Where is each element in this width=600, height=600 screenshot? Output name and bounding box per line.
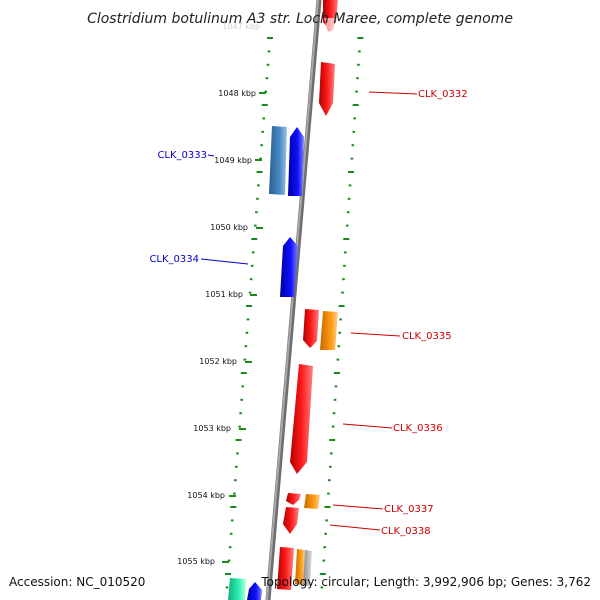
- gene-feature-clk-0335-orange[interactable]: [320, 311, 338, 350]
- kbp-label-faded: 1047 kbp: [222, 22, 260, 31]
- genome-backbone: [265, 0, 322, 600]
- kbp-label-1053: 1053 kbp: [193, 424, 231, 433]
- gene-feature-bottom-blue[interactable]: [247, 582, 262, 600]
- kbp-label-1051: 1051 kbp: [205, 290, 243, 299]
- kbp-label-1054: 1054 kbp: [187, 491, 225, 500]
- kbp-label-1052: 1052 kbp: [199, 357, 237, 366]
- kbp-label-1048: 1048 kbp: [218, 89, 256, 98]
- accession-text: Accession: NC_010520: [9, 575, 145, 589]
- gene-label-clk-0337[interactable]: CLK_0337: [384, 504, 434, 515]
- gene-feature-bottom-teal[interactable]: [228, 578, 246, 600]
- gene-label-leaders: [200, 91, 418, 531]
- gene-feature-clk-0337-orange[interactable]: [304, 494, 320, 509]
- gene-label-clk-0335[interactable]: CLK_0335: [402, 331, 452, 342]
- gene-labels: CLK_0332 CLK_0333 CLK_0334 CLK_0335 CLK_…: [149, 89, 467, 537]
- kbp-label-1050: 1050 kbp: [210, 223, 248, 232]
- kbp-ruler: 1048 kbp 1049 kbp 1050 kbp 1051 kbp 1052…: [177, 89, 266, 566]
- gene-label-clk-0333[interactable]: CLK_0333: [157, 150, 207, 161]
- gene-label-clk-0332[interactable]: CLK_0332: [418, 89, 468, 100]
- gene-feature-top-partial-faded: [324, 18, 336, 32]
- gene-feature-clk-0335-red[interactable]: [303, 309, 319, 348]
- map-title: Clostridium botulinum A3 str. Loch Maree…: [87, 11, 513, 27]
- gene-feature-bottom-gray[interactable]: [303, 550, 312, 586]
- gene-feature-bottom-orange[interactable]: [295, 549, 305, 585]
- genome-summary-text: Topology: circular; Length: 3,992,906 bp…: [260, 575, 591, 589]
- gene-feature-bottom-red[interactable]: [277, 547, 294, 590]
- gene-feature-clk-0336[interactable]: [290, 364, 313, 474]
- kbp-label-1055: 1055 kbp: [177, 557, 215, 566]
- gene-label-clk-0334[interactable]: CLK_0334: [149, 254, 199, 265]
- gene-feature-clk-0333-b[interactable]: [288, 127, 304, 196]
- gene-features: [228, 0, 338, 600]
- gene-feature-clk-0332[interactable]: [319, 62, 335, 116]
- gene-feature-clk-0333-a[interactable]: [269, 126, 287, 195]
- gene-feature-clk-0334[interactable]: [280, 237, 298, 297]
- gene-feature-clk-0337-red[interactable]: [286, 493, 301, 505]
- gene-feature-clk-0338[interactable]: [283, 507, 299, 534]
- gene-label-clk-0338[interactable]: CLK_0338: [381, 526, 431, 537]
- gene-label-clk-0336[interactable]: CLK_0336: [393, 423, 443, 434]
- outer-right-tick-track: [319, 37, 364, 589]
- kbp-label-1049: 1049 kbp: [214, 156, 252, 165]
- outer-left-tick-track: [225, 37, 274, 589]
